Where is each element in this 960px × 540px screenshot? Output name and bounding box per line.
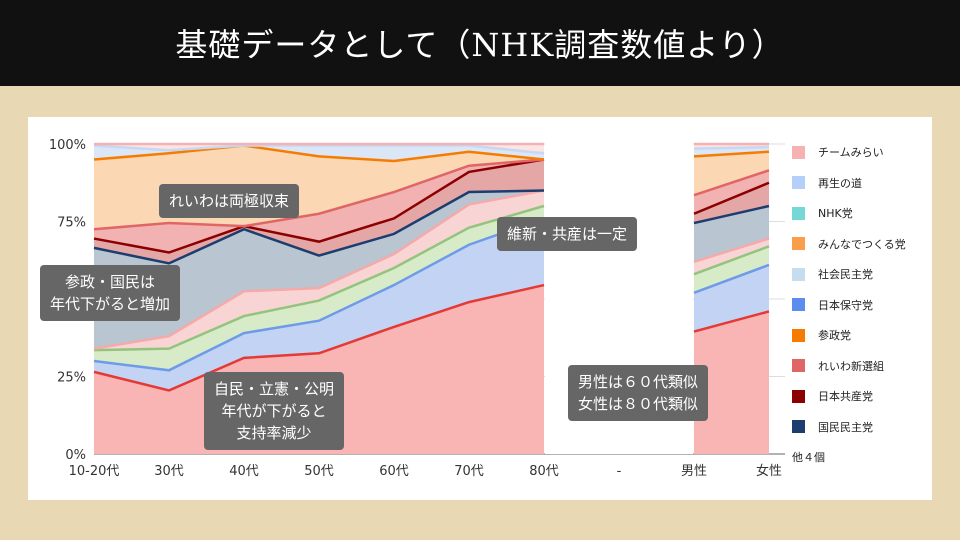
series-line (93, 283, 545, 392)
legend-item: 日本保守党 (792, 290, 906, 321)
legend-item: れいわ新選組 (792, 351, 906, 382)
legend-label: 再生の道 (818, 176, 862, 190)
x-tick-label: 女性 (756, 463, 782, 479)
legend-item: 社会民主党 (792, 259, 906, 290)
series-line (693, 237, 770, 263)
y-tick-label: 75% (57, 216, 86, 231)
series-line (93, 189, 545, 350)
area-band (694, 238, 769, 275)
legend-swatch (792, 328, 805, 342)
callout-line: 年代下がると増加 (50, 295, 171, 313)
legend-item: みんなでつくる党 (792, 229, 906, 260)
legend-swatch (792, 145, 805, 159)
legend-item: 国民民主党 (792, 412, 906, 443)
series-line (693, 310, 770, 333)
legend-swatch (792, 206, 805, 220)
legend-label: 国民民主党 (818, 420, 873, 434)
area-band (94, 159, 544, 253)
x-tick-label: 80代 (529, 464, 559, 479)
area-band (694, 182, 769, 224)
series-line (693, 169, 770, 197)
x-tick-label: - (617, 464, 622, 479)
callout-ishin-kyosan: 維新・共産は一定 (497, 217, 638, 251)
legend-label: みんなでつくる党 (818, 237, 906, 251)
x-tick-label: 70代 (454, 464, 484, 479)
legend-item: 再生の道 (792, 168, 906, 199)
legend-item: チームみらい (792, 137, 906, 168)
series-line (693, 245, 770, 276)
series-line (93, 189, 545, 265)
y-tick-label: 0% (65, 448, 86, 463)
callout-line: 女性は８０代類似 (578, 395, 699, 413)
callout-gender: 男性は６０代類似 女性は８０代類似 (568, 365, 709, 421)
series-line (693, 150, 770, 158)
series-line (693, 145, 770, 150)
x-tick-label: 30代 (154, 464, 184, 479)
callout-sansei-kokumin: 参政・国民は 年代下がると増加 (40, 265, 181, 321)
series-line (693, 263, 770, 294)
series-line (93, 158, 545, 231)
chart-panel: 0%25%50%75%100%10-20代30代40代50代60代70代80代-… (28, 117, 932, 500)
area-band (694, 311, 769, 454)
area-band (94, 145, 544, 162)
legend-label: 日本共産党 (818, 390, 873, 404)
x-tick-label: 50代 (304, 464, 334, 479)
slide-title: 基礎データとして（NHK調査数値より） (0, 0, 960, 86)
legend-swatch (792, 176, 805, 190)
legend-label: NHK党 (818, 207, 853, 221)
area-band (694, 246, 769, 293)
area-band (694, 151, 769, 196)
legend-label: 日本保守党 (818, 298, 873, 312)
series-line (693, 204, 770, 225)
callout-jimin: 自民・立憲・公明 年代が下がると 支持率減少 (204, 372, 345, 450)
legend-item: NHK党 (792, 198, 906, 229)
area-band (694, 264, 769, 332)
legend-item: 他４個 (792, 442, 906, 473)
series-line (93, 144, 545, 163)
callout-reiwa: れいわは両極収束 (159, 184, 300, 218)
legend-swatch (792, 267, 805, 281)
legend-swatch (792, 237, 805, 251)
legend-swatch (792, 298, 805, 312)
x-tick-label: 40代 (229, 464, 259, 479)
legend-label: 社会民主党 (818, 268, 873, 282)
legend-label: 他４個 (792, 451, 825, 465)
area-band (94, 144, 544, 154)
legend-swatch (792, 359, 805, 373)
y-tick-label: 25% (57, 371, 86, 386)
callout-line: 参政・国民は (65, 273, 156, 291)
legend-swatch (792, 420, 805, 434)
stacked-area-chart: 0%25%50%75%100%10-20代30代40代50代60代70代80代-… (49, 138, 785, 479)
x-tick-label: 10-20代 (69, 464, 120, 479)
x-tick-label: 60代 (379, 464, 409, 479)
area-band (694, 170, 769, 214)
x-tick-label: 男性 (681, 464, 707, 479)
series-line (693, 181, 770, 215)
legend-label: 参政党 (818, 329, 851, 343)
series-line (93, 158, 545, 254)
legend-swatch (792, 389, 805, 403)
callout-line: 自民・立憲・公明 (214, 380, 335, 398)
legend-label: チームみらい (818, 146, 884, 160)
callout-line: 男性は６０代類似 (578, 373, 699, 391)
series-line (93, 204, 545, 352)
area-band (94, 190, 544, 349)
y-tick-label: 100% (49, 138, 86, 153)
callout-line: 年代が下がると (221, 402, 327, 420)
legend-item: 参政党 (792, 320, 906, 351)
series-line (93, 217, 545, 372)
legend-item: 日本共産党 (792, 381, 906, 412)
callout-line: 支持率減少 (236, 424, 312, 442)
series-line (93, 144, 545, 155)
chart-legend: チームみらい 再生の道 NHK党みんなでつくる党 社会民主党日本保守党参政党れいわ新選… (792, 137, 906, 473)
legend-label: れいわ新選組 (818, 359, 884, 373)
